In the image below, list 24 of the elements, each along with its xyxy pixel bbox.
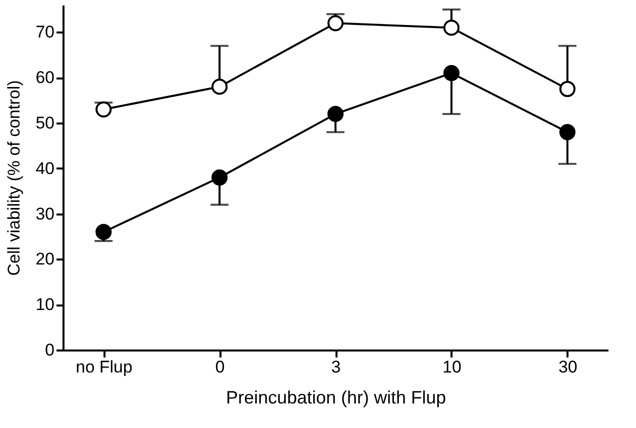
point — [559, 124, 576, 140]
point — [327, 15, 344, 32]
x-tick-label: 30 — [558, 358, 578, 376]
point — [443, 20, 460, 36]
y-tick-label: 40 — [36, 158, 54, 178]
x-tick-label: 0 — [215, 358, 225, 376]
point — [96, 101, 112, 118]
point — [211, 169, 228, 186]
x-tick-label: 10 — [442, 358, 462, 376]
x-tick-label: 3 — [331, 358, 341, 376]
point — [211, 78, 228, 95]
y-tick-label: 30 — [36, 204, 54, 224]
point — [327, 106, 344, 122]
x-tick-label: no Flup — [76, 358, 132, 376]
y-axis-title: Cell viability (% of control) — [4, 80, 24, 276]
x-axis-title: Preincubation (hr) with Flup — [226, 388, 446, 408]
point — [443, 65, 460, 82]
y-tick-label: 60 — [36, 68, 54, 88]
y-tick-label: 20 — [36, 250, 54, 269]
y-tick-label: 10 — [36, 295, 54, 314]
point — [559, 80, 576, 98]
y-tick-label: 0 — [45, 340, 54, 360]
y-tick-label: 70 — [36, 22, 54, 42]
y-tick-label: 50 — [36, 114, 54, 133]
